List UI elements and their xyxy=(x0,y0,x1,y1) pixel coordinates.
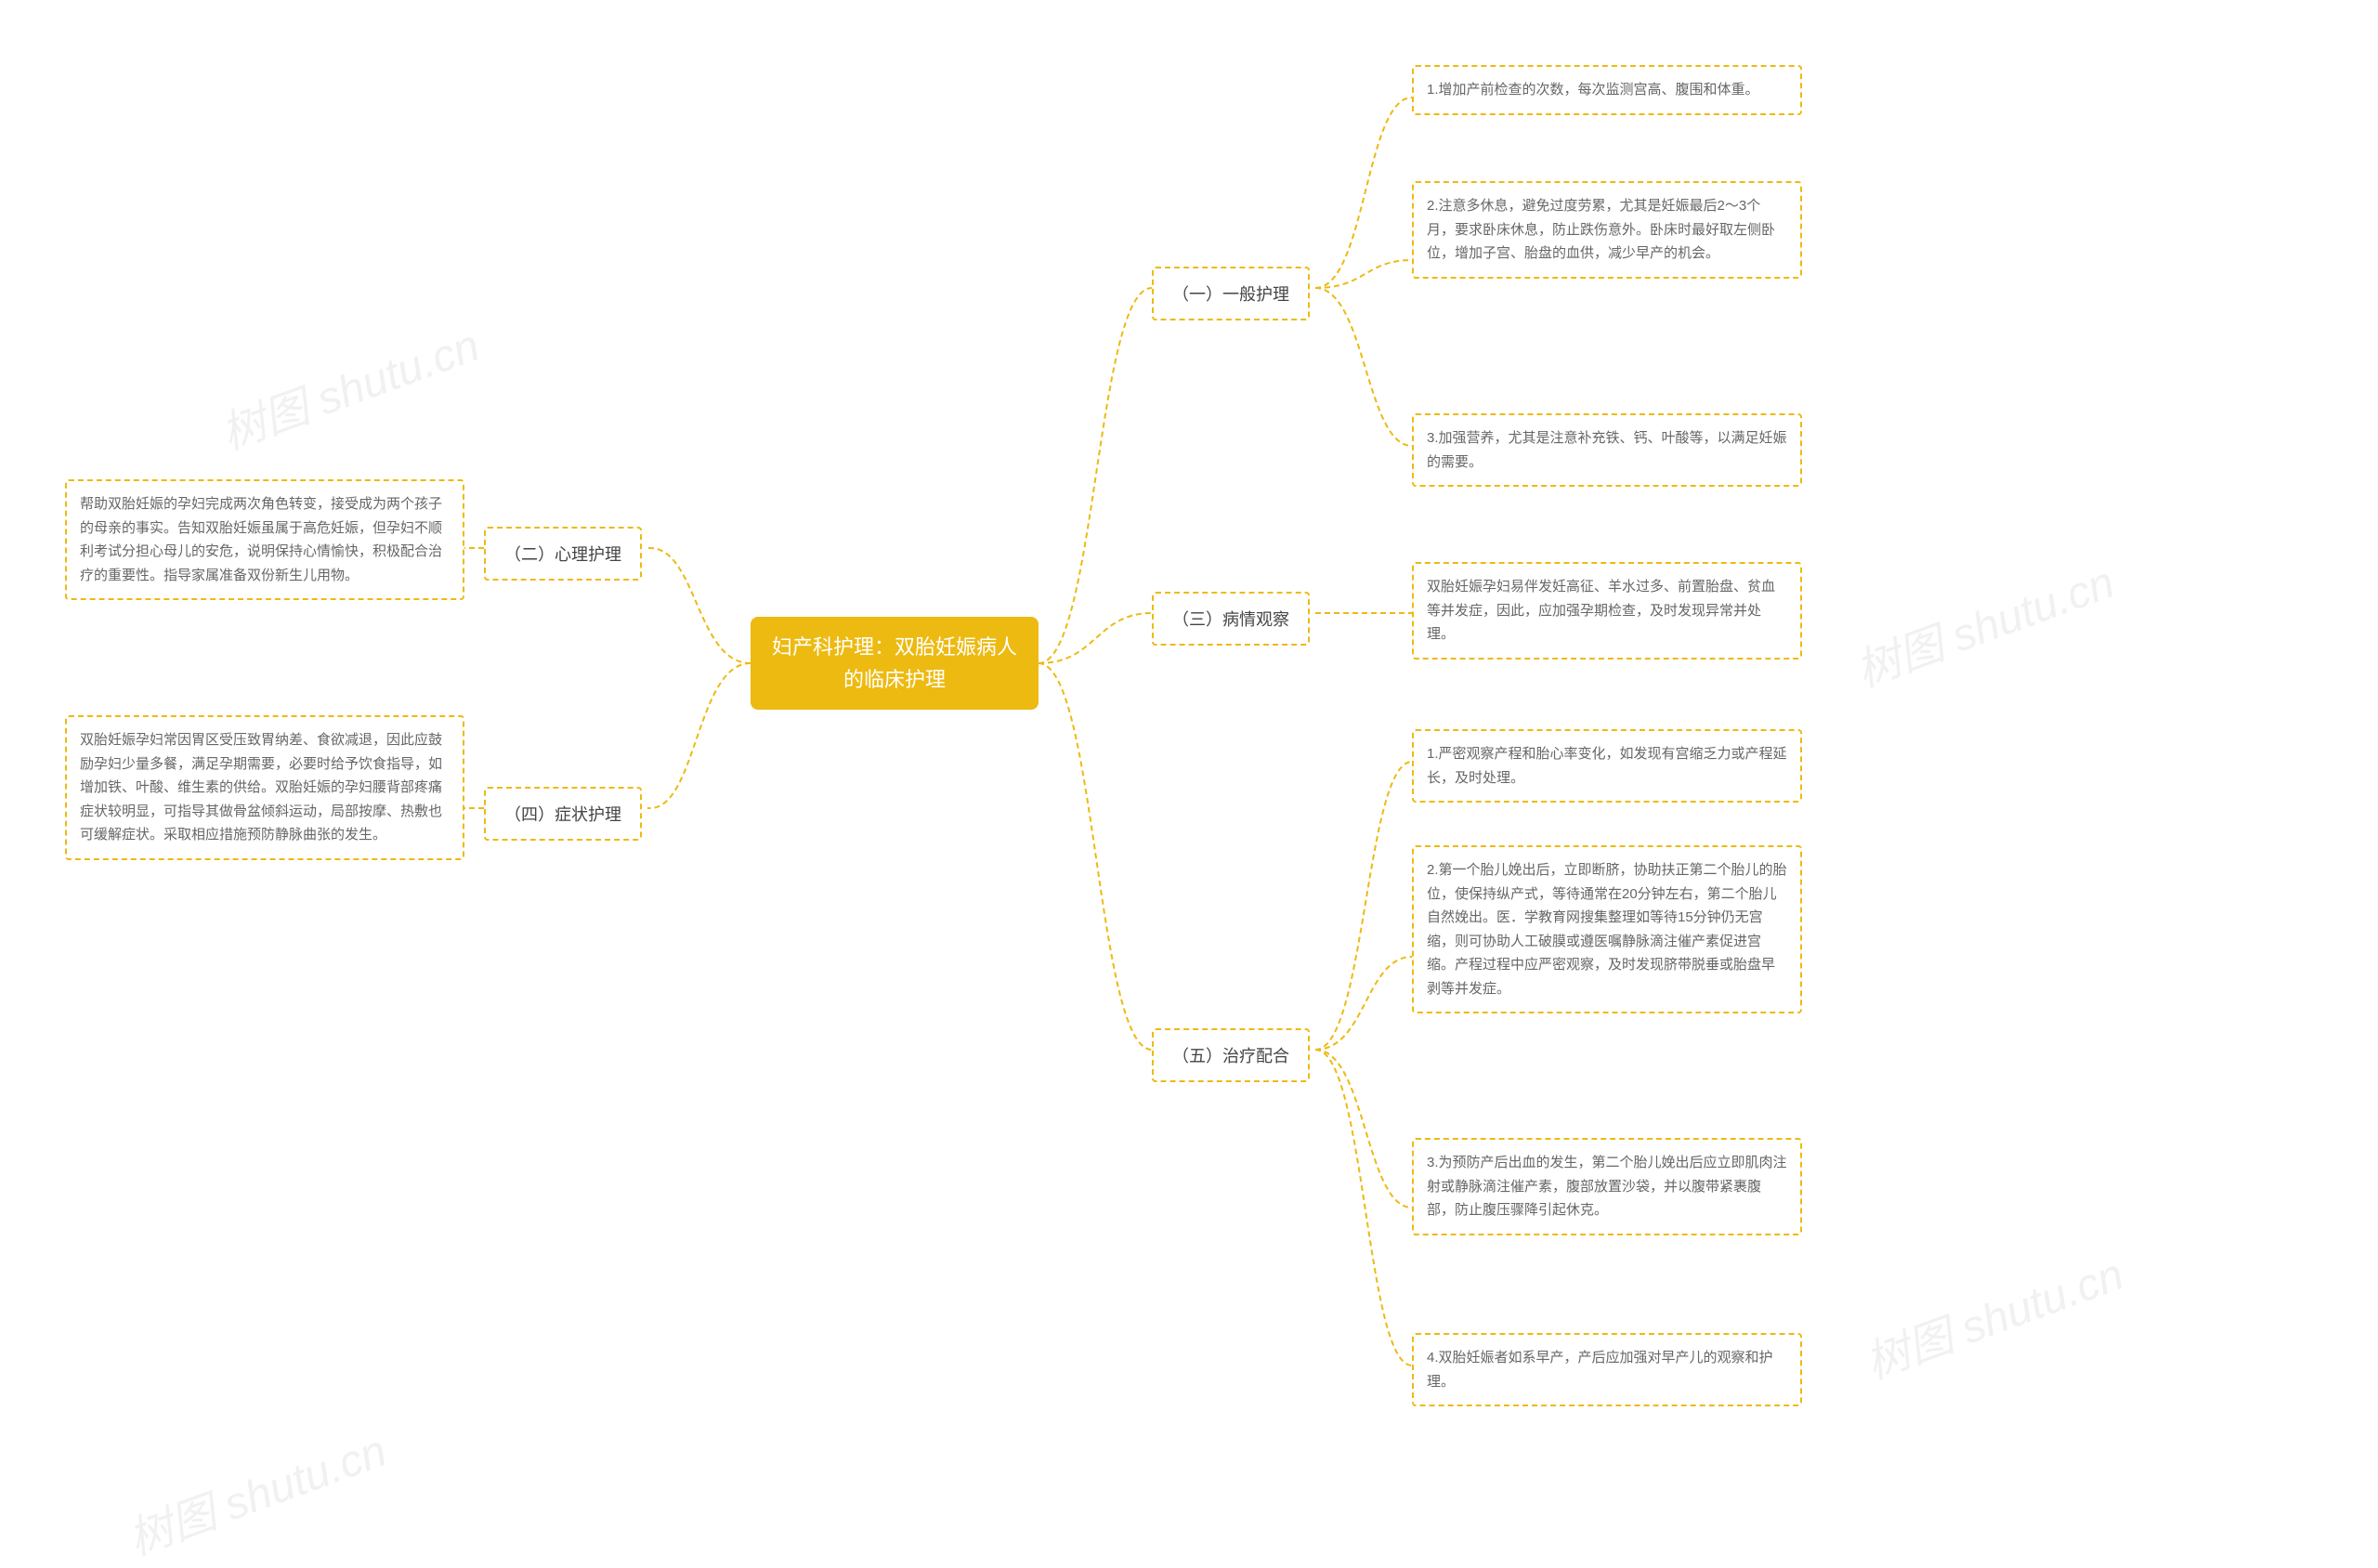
leaf-general-care-2: 2.注意多休息，避免过度劳累，尤其是妊娠最后2～3个月，要求卧床休息，防止跌伤意… xyxy=(1412,181,1802,279)
leaf-psychological-care-1: 帮助双胎妊娠的孕妇完成两次角色转变，接受成为两个孩子的母亲的事实。告知双胎妊娠虽… xyxy=(65,479,464,600)
leaf-treatment-coop-3: 3.为预防产后出血的发生，第二个胎儿娩出后应立即肌肉注射或静脉滴注催产素，腹部放… xyxy=(1412,1138,1802,1235)
leaf-treatment-coop-1: 1.严密观察产程和胎心率变化，如发现有宫缩乏力或产程延长，及时处理。 xyxy=(1412,729,1802,803)
leaf-treatment-coop-2: 2.第一个胎儿娩出后，立即断脐，协助扶正第二个胎儿的胎位，使保持纵产式，等待通常… xyxy=(1412,845,1802,1013)
leaf-symptom-care-1: 双胎妊娠孕妇常因胃区受压致胃纳差、食欲减退，因此应鼓励孕妇少量多餐，满足孕期需要… xyxy=(65,715,464,860)
leaf-condition-observation-1: 双胎妊娠孕妇易伴发妊高征、羊水过多、前置胎盘、贫血等并发症，因此，应加强孕期检查… xyxy=(1412,562,1802,660)
branch-condition-observation[interactable]: （三）病情观察 xyxy=(1152,592,1310,646)
branch-psychological-care[interactable]: （二）心理护理 xyxy=(484,527,642,581)
watermark: 树图 shutu.cn xyxy=(1846,545,2122,699)
branch-general-care[interactable]: （一）一般护理 xyxy=(1152,267,1310,320)
branch-treatment-coop[interactable]: （五）治疗配合 xyxy=(1152,1028,1310,1082)
watermark: 树图 shutu.cn xyxy=(1855,1237,2131,1391)
branch-symptom-care[interactable]: （四）症状护理 xyxy=(484,787,642,841)
leaf-general-care-3: 3.加强营养，尤其是注意补充铁、钙、叶酸等，以满足妊娠的需要。 xyxy=(1412,413,1802,487)
watermark: 树图 shutu.cn xyxy=(211,308,487,462)
leaf-treatment-coop-4: 4.双胎妊娠者如系早产，产后应加强对早产儿的观察和护理。 xyxy=(1412,1333,1802,1406)
center-topic[interactable]: 妇产科护理：双胎妊娠病人的临床护理 xyxy=(751,617,1039,710)
leaf-general-care-1: 1.增加产前检查的次数，每次监测宫高、腹围和体重。 xyxy=(1412,65,1802,115)
watermark: 树图 shutu.cn xyxy=(118,1414,394,1567)
